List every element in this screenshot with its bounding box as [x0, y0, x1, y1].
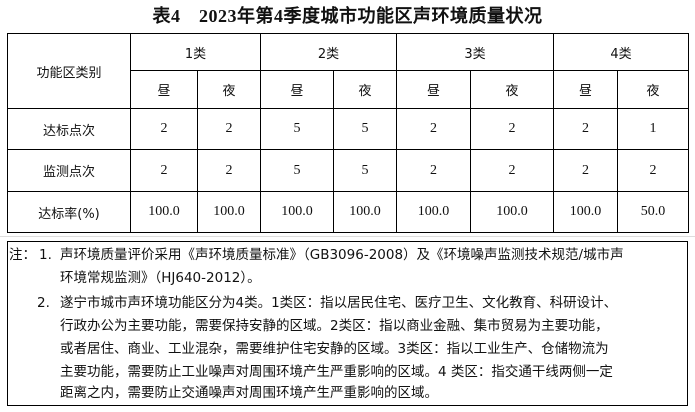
divider [0, 236, 695, 237]
cell: 2 [197, 149, 261, 192]
note-2-line: 行政办公为主要功能，需要保持安静的区域。2类区：指以商业金融、集市贸易为主要功能… [60, 318, 609, 334]
row-label: 达标率(%) [7, 191, 131, 233]
header-day: 昼 [553, 70, 618, 109]
noise-quality-table: 功能区类别 1类 2类 3类 4类 昼 夜 昼 夜 昼 夜 昼 夜 达标点次 2… [7, 33, 689, 233]
notes-box: 注： 1. 声环境质量评价采用《声环境质量标准》（GB3096-2008）及《环… [7, 241, 688, 406]
notes-prefix: 注： [9, 247, 36, 263]
cell: 5 [333, 149, 397, 192]
header-class-2: 2类 [260, 33, 397, 71]
cell: 2 [553, 149, 618, 192]
note-2-line: 遂宁市城市声环境功能区分为4类。1类区：指以居民住宅、医疗卫生、文化教育、科研设… [60, 295, 618, 311]
cell: 2 [553, 108, 618, 150]
row-label: 监测点次 [7, 149, 131, 192]
header-function-zone: 功能区类别 [7, 33, 131, 109]
cell: 2 [617, 149, 689, 192]
row-label: 达标点次 [7, 108, 131, 150]
cell: 2 [470, 108, 554, 150]
cell: 100.0 [470, 191, 554, 233]
cell: 5 [333, 108, 397, 150]
cell: 2 [470, 149, 554, 192]
header-day: 昼 [396, 70, 471, 109]
header-night: 夜 [617, 70, 689, 109]
cell: 2 [130, 149, 198, 192]
note-2-line: 或者居住、商业、工业混杂，需要维护住宅安静的区域。3类区：指以工业生产、仓储物流… [60, 341, 609, 357]
cell: 50.0 [617, 191, 689, 233]
cell: 5 [260, 149, 334, 192]
cell: 2 [396, 108, 471, 150]
cell: 100.0 [396, 191, 471, 233]
header-night: 夜 [197, 70, 261, 109]
cell: 2 [396, 149, 471, 192]
cell: 100.0 [553, 191, 618, 233]
cell: 5 [260, 108, 334, 150]
table-title: 表4 2023年第4季度城市功能区声环境质量状况 [152, 6, 543, 26]
cell: 100.0 [333, 191, 397, 233]
table-row: 监测点次 2 2 5 5 2 2 2 2 [7, 149, 689, 192]
note-2-line: 距离之内，需要防止交通噪声对周围环境产生严重影响的区域。 [60, 385, 438, 401]
header-class-4: 4类 [553, 33, 689, 71]
cell: 100.0 [130, 191, 198, 233]
note-1-number: 1. [39, 247, 52, 263]
cell: 100.0 [260, 191, 334, 233]
header-class-3: 3类 [396, 33, 554, 71]
cell: 100.0 [197, 191, 261, 233]
table-row: 达标点次 2 2 5 5 2 2 2 1 [7, 108, 689, 150]
table-row: 达标率(%) 100.0 100.0 100.0 100.0 100.0 100… [7, 191, 689, 233]
header-day: 昼 [260, 70, 334, 109]
cell: 2 [130, 108, 198, 150]
note-1-line: 环境常规监测》（HJ640-2012）。 [60, 270, 261, 286]
header-night: 夜 [333, 70, 397, 109]
header-class-1: 1类 [130, 33, 261, 71]
cell: 1 [617, 108, 689, 150]
note-2-number: 2. [37, 295, 50, 311]
cell: 2 [197, 108, 261, 150]
header-day: 昼 [130, 70, 198, 109]
note-2-line: 主要功能，需要防止工业噪声对周围环境产生严重影响的区域。4 类区：指交通干线两侧… [60, 364, 613, 380]
header-night: 夜 [470, 70, 554, 109]
note-1-line: 声环境质量评价采用《声环境质量标准》（GB3096-2008）及《环境噪声监测技… [60, 247, 624, 263]
